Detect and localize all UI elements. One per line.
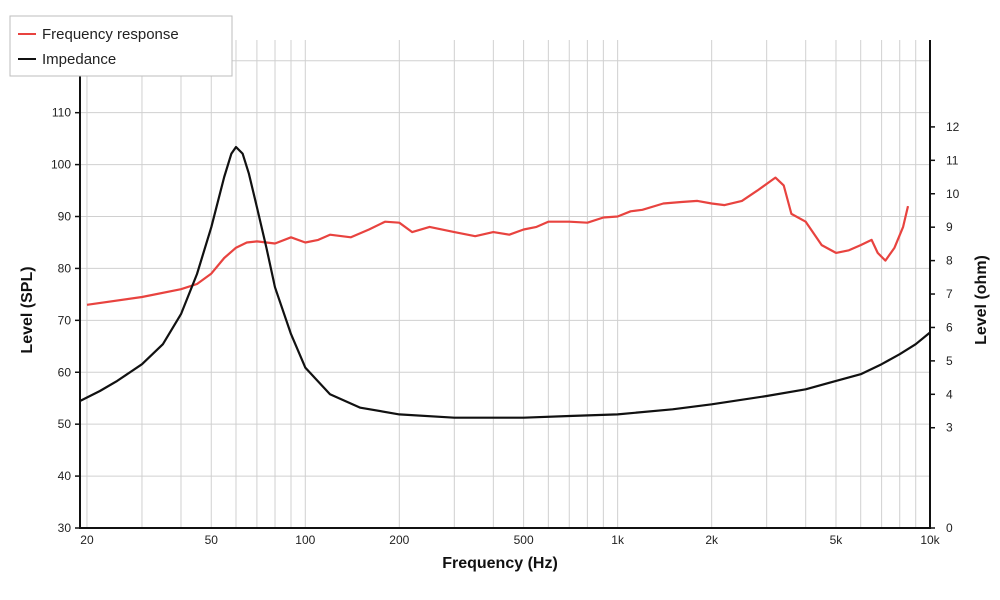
x-tick-label: 20 xyxy=(80,533,94,547)
grid xyxy=(80,40,931,529)
y-tick-label-left: 60 xyxy=(58,365,72,379)
x-tick-label: 50 xyxy=(205,533,219,547)
y-tick-label-right: 10 xyxy=(946,187,960,201)
y-tick-label-right: 12 xyxy=(946,120,960,134)
y-tick-label-right: 11 xyxy=(946,153,959,167)
y-tick-label-left: 100 xyxy=(51,158,71,172)
axes: 20 50 100 200 500 1k 2k 5k 10k304050607080901001… xyxy=(51,40,960,547)
y-tick-label-left: 70 xyxy=(58,313,72,327)
y-tick-label-left: 110 xyxy=(52,106,71,120)
y-tick-label-left: 50 xyxy=(58,417,72,431)
y-tick-label-left: 90 xyxy=(58,210,72,224)
series-line-impedance xyxy=(79,145,931,419)
y-axis-title-right: Level (ohm) xyxy=(973,255,990,345)
y-tick-label-left: 80 xyxy=(58,261,72,275)
x-tick-label: 1k xyxy=(611,533,625,547)
legend-box xyxy=(9,15,233,77)
series-lines xyxy=(79,145,931,419)
x-tick-label: 2k xyxy=(705,533,719,547)
y-tick-label-left: 40 xyxy=(58,469,72,483)
x-tick-label: 500 xyxy=(514,533,534,547)
y-tick-label-left: 30 xyxy=(58,521,72,535)
x-tick-label: 100 xyxy=(295,533,315,547)
legend-label-frequency-response: Frequency response xyxy=(42,26,179,43)
x-tick-label: 10k xyxy=(920,533,940,547)
x-tick-label: 5k xyxy=(830,533,844,547)
y-tick-label-right: 9 xyxy=(946,220,953,234)
y-tick-label-right: 3 xyxy=(946,421,953,435)
y-tick-label-right: 0 xyxy=(946,521,953,535)
y-axis-title-left: Level (SPL) xyxy=(19,266,36,353)
y-tick-label-right: 6 xyxy=(946,320,953,334)
y-tick-label-right: 8 xyxy=(946,254,953,268)
legend: Frequency response Impedance xyxy=(9,15,233,77)
y-tick-label-right: 4 xyxy=(946,387,953,401)
legend-label-impedance: Impedance xyxy=(42,51,116,68)
x-tick-label: 200 xyxy=(389,533,409,547)
y-tick-label-right: 5 xyxy=(946,354,953,368)
x-axis-title: Frequency (Hz) xyxy=(442,555,558,572)
series-line-frequency-response xyxy=(86,176,910,306)
y-tick-label-right: 7 xyxy=(946,287,953,301)
